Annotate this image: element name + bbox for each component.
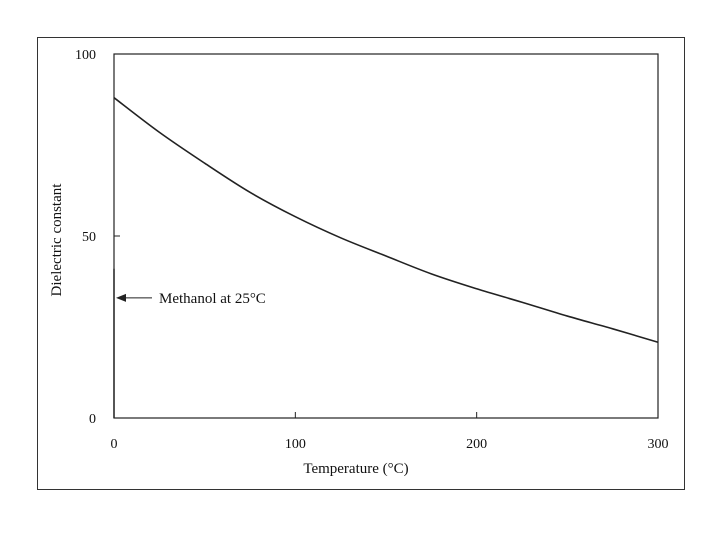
x-tick-label: 100 (285, 437, 306, 452)
y-tick-label: 50 (82, 230, 96, 245)
annotation-label: Methanol at 25°C (159, 291, 266, 307)
y-axis-title: Dielectric constant (49, 183, 65, 297)
y-tick-label: 100 (75, 48, 96, 63)
x-tick-label: 200 (466, 437, 487, 452)
plot-box (113, 53, 659, 419)
x-tick-label: 300 (648, 437, 669, 452)
series-line (113, 97, 659, 344)
chart-frame (37, 37, 685, 490)
y-tick-label: 0 (89, 412, 96, 427)
tick-labels: 0 100 200 300 0 50 100 (75, 48, 669, 452)
tick-marks (113, 53, 659, 419)
annotation: Methanol at 25°C (113, 268, 266, 418)
x-axis-title: Temperature (°C) (303, 461, 408, 477)
plot-area (113, 53, 659, 419)
annotation-arrow-head (116, 293, 126, 302)
x-tick-label: 0 (111, 437, 118, 452)
